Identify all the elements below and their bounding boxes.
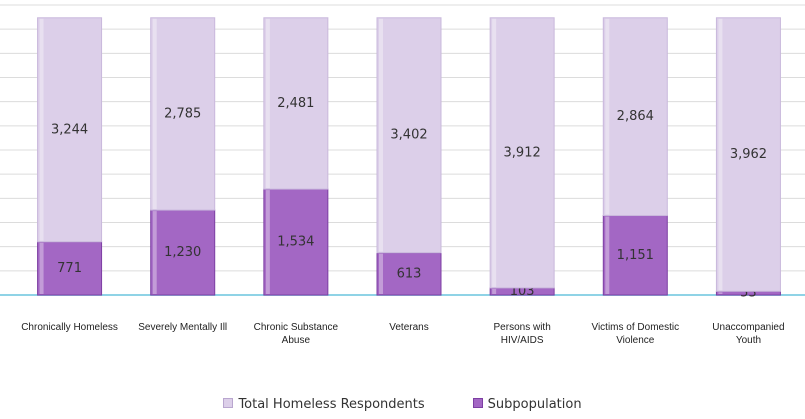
bar-shine — [718, 18, 723, 291]
legend-label: Subpopulation — [487, 397, 582, 412]
bar-shine — [718, 292, 723, 294]
bar-segment — [489, 17, 555, 289]
bar-segment — [37, 17, 103, 243]
value-label: 3,962 — [730, 147, 767, 162]
bar-shine — [265, 190, 270, 294]
bar-segment — [602, 17, 668, 217]
x-tick-label: Chronic Substance Abuse — [253, 322, 339, 346]
legend: Total Homeless Respondents Subpopulation — [0, 397, 805, 412]
bar-shine — [265, 18, 270, 189]
bar-shine — [379, 18, 383, 252]
legend-label: Total Homeless Respondents — [238, 397, 425, 412]
legend-swatch — [223, 398, 234, 408]
bar-shine — [492, 288, 497, 294]
bar-shine — [152, 211, 157, 294]
x-tick-label: Victims of Domestic Violence — [591, 322, 680, 346]
bar-segment — [376, 252, 442, 296]
bar-shine — [152, 18, 157, 210]
bar-shine — [492, 18, 497, 287]
bar-segment — [263, 17, 329, 190]
bar-segment — [602, 215, 668, 296]
legend-swatch — [472, 398, 483, 408]
bar-segment — [150, 209, 216, 296]
value-label: 2,864 — [617, 109, 654, 124]
value-label: 2,785 — [164, 106, 201, 121]
value-label: 1,230 — [164, 245, 201, 260]
bar-shine — [605, 18, 610, 215]
bar-shine — [605, 216, 610, 294]
x-tick-label: Persons with HIV/AIDS — [493, 322, 551, 346]
legend-item: Subpopulation — [472, 397, 582, 412]
value-label: 2,481 — [277, 96, 314, 111]
x-tick-label: Chronically Homeless — [21, 322, 118, 333]
bar-shine — [39, 242, 44, 294]
bar-segment — [263, 188, 329, 296]
bar-shine — [379, 253, 383, 294]
x-tick-label: Veterans — [389, 322, 429, 333]
bar-segment — [715, 17, 781, 292]
value-label: 3,402 — [390, 128, 427, 143]
bar-segment — [376, 17, 442, 254]
bar-segment — [150, 17, 216, 211]
value-label: 3,244 — [51, 122, 88, 137]
legend-item: Total Homeless Respondents — [223, 397, 425, 412]
bar-segment — [37, 241, 103, 296]
x-tick-label: Severely Mentally Ill — [138, 322, 228, 333]
value-label: 1,534 — [277, 235, 314, 250]
bar-shine — [39, 18, 44, 241]
value-label: 1,151 — [617, 248, 654, 263]
value-label: 613 — [397, 266, 422, 281]
value-label: 771 — [57, 261, 82, 276]
x-tick-label: Unaccompanied Youth — [712, 322, 785, 346]
value-label: 3,912 — [504, 145, 541, 160]
